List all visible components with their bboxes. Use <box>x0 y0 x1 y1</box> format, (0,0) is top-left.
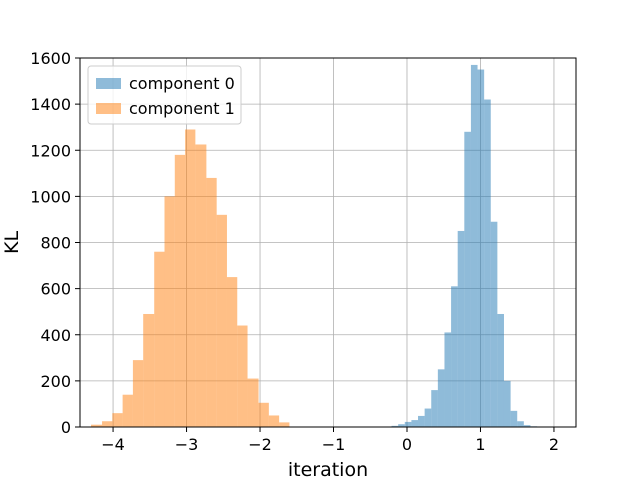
histogram-bar <box>391 425 399 427</box>
histogram-bar <box>91 424 103 427</box>
histogram-bar <box>237 325 248 427</box>
histogram-bar <box>258 402 269 427</box>
histogram-bar <box>268 415 280 427</box>
y-tick-label: 0 <box>61 418 71 437</box>
histogram-bar <box>411 420 419 427</box>
histogram-bar <box>464 131 471 428</box>
y-axis-ticks: 0 200 400 600 800 1000 1200 1400 1600 <box>30 49 80 437</box>
y-tick-label: 600 <box>40 280 71 299</box>
y-tick-label: 1000 <box>30 187 71 206</box>
x-tick-label: 1 <box>475 435 485 454</box>
histogram-bar <box>490 221 498 427</box>
y-tick-label: 1600 <box>30 49 71 68</box>
y-axis-title: KL <box>1 231 23 254</box>
histogram-bar <box>279 422 290 427</box>
histogram-bar <box>185 129 196 427</box>
histogram-bar <box>484 99 491 427</box>
x-axis-ticks: −4 −3 −2 −1 0 1 2 <box>101 427 559 454</box>
histogram-bar <box>206 177 217 427</box>
histogram-bar <box>477 69 485 427</box>
histogram-bar <box>497 313 504 427</box>
bars <box>91 64 544 428</box>
x-tick-label: −4 <box>101 435 125 454</box>
histogram-bar <box>451 286 458 427</box>
y-tick-label: 1400 <box>30 95 71 114</box>
histogram-bar <box>102 421 113 427</box>
histogram-bar <box>418 415 425 427</box>
legend: component 0 component 1 <box>87 65 242 125</box>
histogram-bar <box>424 408 432 427</box>
legend-swatch <box>96 78 121 89</box>
histogram-bar <box>143 313 155 427</box>
histogram-bar <box>216 214 227 427</box>
histogram-bar <box>226 277 238 427</box>
histogram-bar <box>164 196 175 427</box>
histogram-bar <box>523 425 531 427</box>
y-tick-label: 800 <box>40 234 71 253</box>
legend-swatch <box>96 103 121 114</box>
legend-label: component 1 <box>129 99 235 118</box>
legend-label: component 0 <box>129 74 235 93</box>
histogram-bar <box>174 154 186 428</box>
histogram-bar <box>517 421 524 427</box>
histogram-bar <box>470 64 478 427</box>
histogram-bar <box>247 378 259 427</box>
histogram-bar <box>404 421 412 427</box>
histogram-bar <box>112 413 123 427</box>
histogram-bar <box>503 380 511 427</box>
histogram-bar <box>195 144 207 427</box>
series-1-bars <box>91 129 290 428</box>
x-axis-title: iteration <box>288 459 368 480</box>
x-tick-label: −1 <box>322 435 346 454</box>
histogram-bar <box>431 390 438 427</box>
series-0-bars <box>384 64 544 428</box>
x-tick-label: 2 <box>549 435 559 454</box>
y-tick-label: 1200 <box>30 141 71 160</box>
legend-box <box>87 65 242 125</box>
y-tick-label: 200 <box>40 372 71 391</box>
x-tick-label: 0 <box>402 435 412 454</box>
histogram-bar <box>132 360 144 427</box>
histogram-bar <box>437 369 445 427</box>
histogram-bar <box>510 410 518 427</box>
x-tick-label: −2 <box>248 435 272 454</box>
histogram-bar <box>154 251 165 427</box>
y-tick-label: 400 <box>40 326 71 345</box>
histogram-bar <box>122 394 133 427</box>
histogram-bar <box>444 332 452 427</box>
histogram-bar <box>398 424 405 427</box>
histogram-bar <box>457 230 465 427</box>
x-tick-label: −3 <box>175 435 199 454</box>
